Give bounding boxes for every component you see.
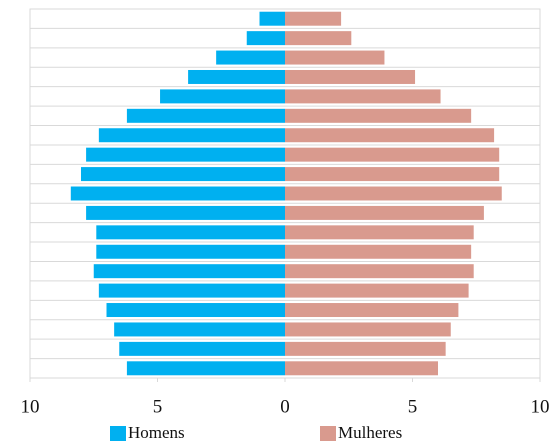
bar (285, 205, 484, 220)
bar (285, 341, 446, 356)
bar (285, 89, 441, 104)
legend-swatch (320, 426, 336, 441)
bar (70, 186, 285, 201)
bar (285, 244, 472, 259)
bar (285, 322, 451, 337)
bar (81, 167, 285, 182)
x-tick-label: 10 (21, 396, 40, 417)
bar (126, 361, 286, 376)
bar (96, 225, 285, 240)
x-tick-label: 0 (280, 396, 290, 417)
bar (285, 264, 474, 279)
bar (160, 89, 285, 104)
x-tick-label: 10 (531, 396, 550, 417)
bar (285, 361, 438, 376)
bar (285, 108, 472, 123)
x-tick-label: 5 (408, 396, 418, 417)
bar (98, 283, 285, 298)
bar (126, 108, 286, 123)
bar (285, 225, 474, 240)
legend-swatch (110, 426, 126, 441)
bar (98, 128, 285, 143)
bar (114, 322, 286, 337)
bar (285, 11, 342, 26)
bar (86, 147, 285, 162)
bar (188, 69, 285, 84)
bar (285, 167, 500, 182)
bar (285, 50, 385, 65)
bar (285, 147, 500, 162)
legend-label: Homens (128, 423, 185, 442)
bar (246, 31, 285, 46)
bar (106, 303, 285, 318)
bar (285, 186, 502, 201)
bar (285, 31, 352, 46)
bar (285, 69, 416, 84)
legend-label: Mulheres (338, 423, 402, 442)
bar (285, 283, 469, 298)
bar (119, 341, 285, 356)
bar (93, 264, 285, 279)
bar (86, 205, 285, 220)
x-tick-label: 5 (153, 396, 163, 417)
bar (259, 11, 285, 26)
bar (285, 128, 495, 143)
bar (285, 303, 459, 318)
bar (96, 244, 285, 259)
bar (216, 50, 285, 65)
